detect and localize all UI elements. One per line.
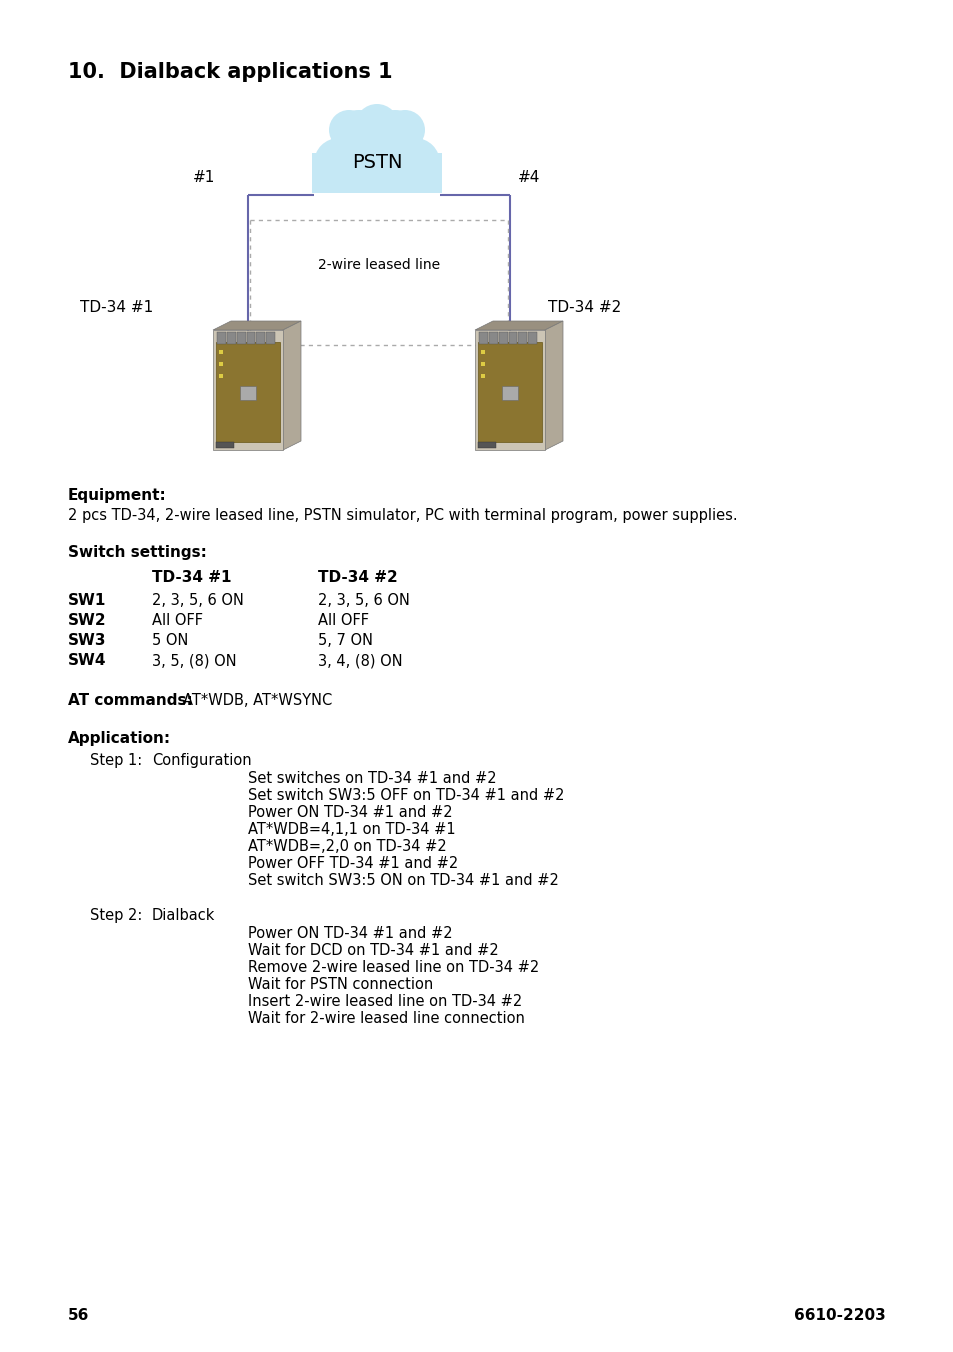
Text: Set switch SW3:5 ON on TD-34 #1 and #2: Set switch SW3:5 ON on TD-34 #1 and #2: [248, 873, 558, 888]
Bar: [219, 362, 223, 366]
Text: Wait for DCD on TD-34 #1 and #2: Wait for DCD on TD-34 #1 and #2: [248, 942, 498, 959]
Text: Configuration: Configuration: [152, 753, 252, 768]
Bar: [219, 375, 223, 379]
Bar: [213, 330, 283, 450]
Text: 2, 3, 5, 6 ON: 2, 3, 5, 6 ON: [152, 594, 244, 608]
Text: Set switch SW3:5 OFF on TD-34 #1 and #2: Set switch SW3:5 OFF on TD-34 #1 and #2: [248, 788, 564, 803]
Text: SW2: SW2: [68, 612, 107, 627]
Bar: [517, 333, 527, 343]
Bar: [227, 333, 235, 343]
Polygon shape: [544, 320, 562, 450]
Bar: [240, 387, 255, 400]
Text: All OFF: All OFF: [152, 612, 203, 627]
Text: SW4: SW4: [68, 653, 107, 668]
Text: 3, 4, (8) ON: 3, 4, (8) ON: [317, 653, 402, 668]
Text: AT*WDB, AT*WSYNC: AT*WDB, AT*WSYNC: [183, 694, 332, 708]
Text: 56: 56: [68, 1307, 90, 1324]
Bar: [312, 153, 441, 193]
Text: PSTN: PSTN: [352, 154, 402, 173]
Bar: [488, 333, 497, 343]
Bar: [528, 333, 537, 343]
Bar: [477, 442, 496, 448]
Text: 2-wire leased line: 2-wire leased line: [317, 258, 439, 272]
Text: TD-34 #1: TD-34 #1: [80, 300, 153, 315]
Bar: [508, 333, 517, 343]
Bar: [498, 333, 507, 343]
Text: Remove 2-wire leased line on TD-34 #2: Remove 2-wire leased line on TD-34 #2: [248, 960, 538, 975]
Bar: [480, 362, 484, 366]
Text: SW1: SW1: [68, 594, 107, 608]
Bar: [219, 350, 223, 354]
Bar: [216, 333, 226, 343]
Text: 6610-2203: 6610-2203: [794, 1307, 885, 1324]
Bar: [478, 333, 487, 343]
Text: 5, 7 ON: 5, 7 ON: [317, 633, 373, 648]
Text: 10.  Dialback applications 1: 10. Dialback applications 1: [68, 62, 393, 82]
Bar: [256, 333, 265, 343]
Bar: [215, 342, 280, 442]
Text: Power ON TD-34 #1 and #2: Power ON TD-34 #1 and #2: [248, 926, 452, 941]
Text: #4: #4: [517, 170, 539, 185]
Text: Step 1:: Step 1:: [90, 753, 142, 768]
Text: TD-34 #1: TD-34 #1: [152, 571, 232, 585]
Bar: [246, 333, 255, 343]
Bar: [215, 442, 233, 448]
Text: Switch settings:: Switch settings:: [68, 545, 207, 560]
Bar: [477, 342, 541, 442]
Text: Insert 2-wire leased line on TD-34 #2: Insert 2-wire leased line on TD-34 #2: [248, 994, 521, 1009]
Bar: [501, 387, 517, 400]
Text: Power OFF TD-34 #1 and #2: Power OFF TD-34 #1 and #2: [248, 856, 457, 871]
Polygon shape: [475, 320, 562, 330]
Text: Wait for 2-wire leased line connection: Wait for 2-wire leased line connection: [248, 1011, 524, 1026]
Text: Dialback: Dialback: [152, 909, 215, 923]
Text: AT*WDB=4,1,1 on TD-34 #1: AT*WDB=4,1,1 on TD-34 #1: [248, 822, 456, 837]
Text: Application:: Application:: [68, 731, 171, 746]
Text: 2, 3, 5, 6 ON: 2, 3, 5, 6 ON: [317, 594, 410, 608]
Text: Step 2:: Step 2:: [90, 909, 142, 923]
Text: AT commands:: AT commands:: [68, 694, 198, 708]
Bar: [266, 333, 274, 343]
Text: 2 pcs TD-34, 2-wire leased line, PSTN simulator, PC with terminal program, power: 2 pcs TD-34, 2-wire leased line, PSTN si…: [68, 508, 737, 523]
Bar: [236, 333, 245, 343]
Text: Wait for PSTN connection: Wait for PSTN connection: [248, 977, 433, 992]
Text: All OFF: All OFF: [317, 612, 369, 627]
Polygon shape: [213, 320, 301, 330]
Text: AT*WDB=,2,0 on TD-34 #2: AT*WDB=,2,0 on TD-34 #2: [248, 840, 446, 854]
Text: SW3: SW3: [68, 633, 107, 648]
Text: 5 ON: 5 ON: [152, 633, 188, 648]
Text: Power ON TD-34 #1 and #2: Power ON TD-34 #1 and #2: [248, 804, 452, 821]
Polygon shape: [283, 320, 301, 450]
Bar: [480, 350, 484, 354]
Text: Set switches on TD-34 #1 and #2: Set switches on TD-34 #1 and #2: [248, 771, 497, 786]
Text: TD-34 #2: TD-34 #2: [317, 571, 397, 585]
Text: 3, 5, (8) ON: 3, 5, (8) ON: [152, 653, 236, 668]
Bar: [480, 375, 484, 379]
Bar: [475, 330, 544, 450]
Text: Equipment:: Equipment:: [68, 488, 167, 503]
Text: #1: #1: [193, 170, 215, 185]
Text: TD-34 #2: TD-34 #2: [547, 300, 620, 315]
